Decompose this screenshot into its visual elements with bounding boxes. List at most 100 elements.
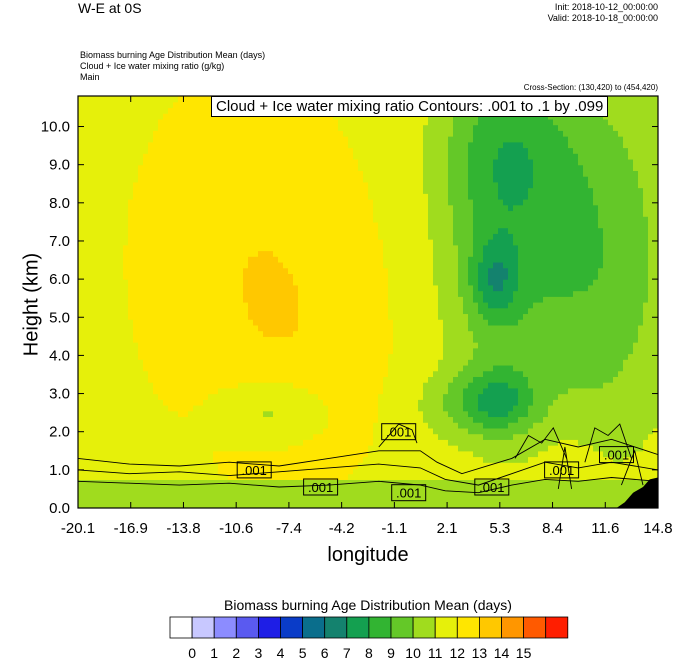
field-cell [103, 342, 109, 349]
field-cell [218, 433, 224, 440]
field-cell [373, 330, 379, 337]
field-cell [118, 405, 124, 412]
field-cell [118, 359, 124, 366]
field-cell [308, 490, 314, 498]
field-cell [313, 273, 319, 280]
field-cell [328, 342, 334, 349]
field-cell [368, 153, 374, 160]
field-cell [408, 467, 414, 475]
field-cell [418, 479, 424, 486]
field-cell [88, 313, 94, 320]
field-cell [193, 210, 199, 217]
field-cell [248, 204, 254, 212]
field-cell [148, 239, 154, 246]
field-cell [163, 250, 169, 257]
field-cell [163, 101, 169, 109]
field-cell [283, 181, 289, 189]
field-cell [153, 502, 159, 508]
field-cell [233, 216, 239, 223]
field-cell [403, 170, 409, 177]
field-cell [403, 399, 409, 406]
field-cell [108, 147, 114, 154]
field-cell [228, 347, 234, 355]
field-cell [408, 364, 414, 372]
field-cell [193, 204, 199, 212]
field-cell [243, 221, 249, 229]
field-cell [358, 473, 364, 480]
field-cell [403, 405, 409, 412]
field-cell [163, 130, 169, 137]
field-cell [143, 364, 149, 372]
field-cell [178, 462, 184, 469]
field-cell [238, 176, 244, 183]
field-cell [413, 439, 419, 446]
field-cell [223, 370, 229, 377]
field-cell [173, 439, 179, 446]
field-cell [103, 353, 109, 360]
field-cell [228, 216, 234, 223]
field-cell [398, 342, 404, 349]
field-cell [288, 496, 294, 503]
field-cell [248, 181, 254, 189]
field-cell [343, 130, 349, 137]
field-cell [133, 496, 139, 503]
field-cell [103, 181, 109, 189]
field-cell [83, 130, 89, 137]
field-cell [78, 319, 84, 326]
field-cell [128, 324, 134, 332]
field-cell [308, 284, 314, 292]
field-cell [163, 227, 169, 234]
field-cell [183, 336, 189, 343]
field-cell [283, 307, 289, 315]
field-cell [358, 302, 364, 309]
field-cell [383, 467, 389, 475]
field-cell [398, 387, 404, 395]
field-cell [233, 176, 239, 183]
field-cell [243, 324, 249, 332]
field-cell [313, 250, 319, 257]
field-cell [198, 450, 204, 458]
field-cell [143, 210, 149, 217]
field-cell [88, 445, 94, 452]
field-cell [233, 233, 239, 240]
field-cell [93, 410, 99, 418]
field-cell [393, 210, 399, 217]
field-cell [78, 221, 84, 229]
field-cell [353, 410, 359, 418]
field-cell [188, 456, 194, 463]
field-cell [238, 342, 244, 349]
field-cell [348, 502, 354, 508]
field-cell [108, 250, 114, 257]
field-cell [378, 244, 384, 252]
field-cell [338, 307, 344, 315]
field-cell [213, 227, 219, 234]
field-cell [278, 153, 284, 160]
field-cell [308, 502, 314, 508]
field-cell [318, 387, 324, 395]
field-cell [103, 445, 109, 452]
field-cell [248, 239, 254, 246]
field-cell [228, 313, 234, 320]
field-cell [418, 296, 424, 303]
field-cell [303, 422, 309, 429]
field-cell [288, 204, 294, 212]
field-cell [358, 296, 364, 303]
field-cell [373, 176, 379, 183]
field-cell [208, 204, 214, 212]
field-cell [183, 410, 189, 418]
field-cell [243, 267, 249, 274]
field-cell [258, 387, 264, 395]
field-cell [208, 239, 214, 246]
field-cell [163, 359, 169, 366]
field-cell [263, 170, 269, 177]
field-cell [353, 370, 359, 377]
field-cell [243, 364, 249, 372]
field-cell [273, 387, 279, 395]
field-cell [353, 284, 359, 292]
field-cell [368, 136, 374, 143]
field-cell [158, 416, 164, 423]
field-cell [218, 359, 224, 366]
field-cell [258, 473, 264, 480]
field-cell [343, 387, 349, 395]
field-cell [348, 187, 354, 194]
